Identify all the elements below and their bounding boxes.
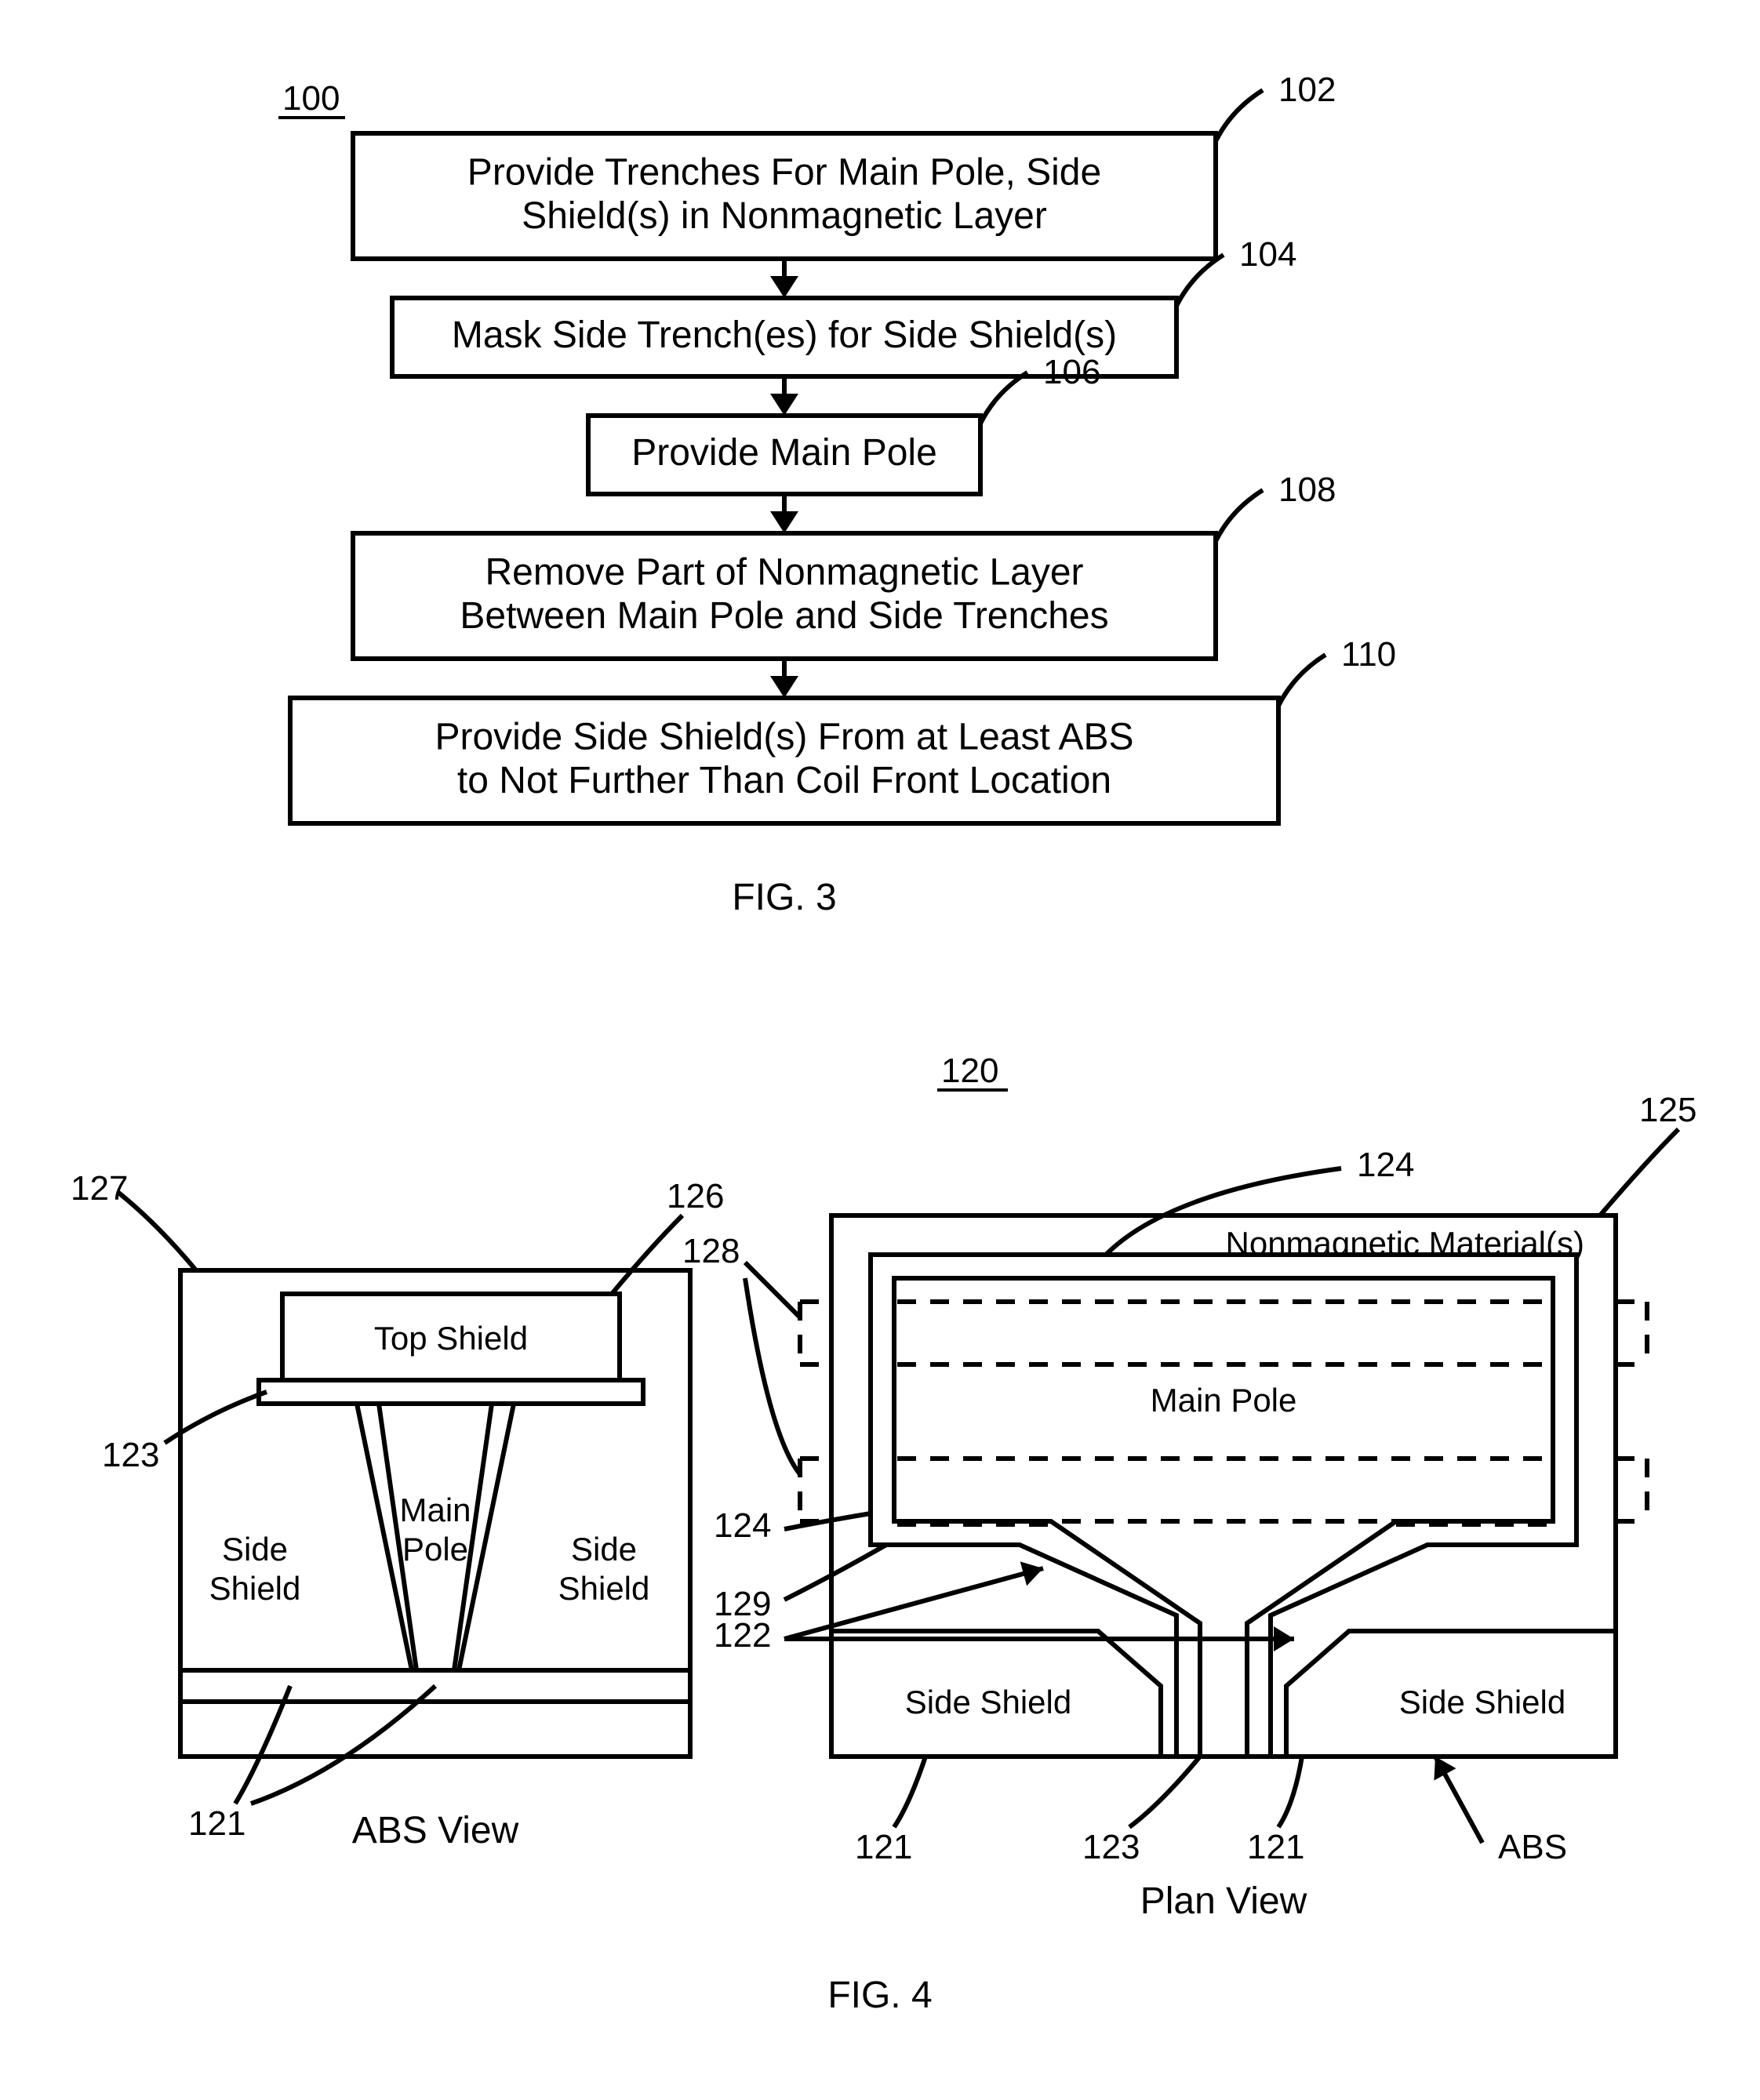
ref-121-plan-r: 121 bbox=[1247, 1828, 1304, 1866]
fig3-caption: FIG. 3 bbox=[732, 877, 836, 918]
leader-121-plan-r bbox=[1278, 1757, 1302, 1827]
planview-ss-right-label: Side Shield bbox=[1399, 1684, 1565, 1720]
step-text-104-0: Mask Side Trench(es) for Side Shield(s) bbox=[452, 314, 1117, 356]
step-text-108-0: Remove Part of Nonmagnetic Layer bbox=[485, 552, 1083, 594]
absview-gap-bar bbox=[259, 1380, 643, 1404]
planview-ss-left-label: Side Shield bbox=[905, 1684, 1071, 1720]
leader-106 bbox=[980, 372, 1027, 423]
ref-125: 125 bbox=[1639, 1091, 1696, 1129]
ref-124-left: 124 bbox=[714, 1506, 771, 1545]
ref-128: 128 bbox=[682, 1232, 740, 1270]
leader-125 bbox=[1600, 1129, 1678, 1215]
step-text-110-1: to Not Further Than Coil Front Location bbox=[457, 760, 1111, 801]
arrow-head-3 bbox=[770, 511, 798, 533]
step-text-102-1: Shield(s) in Nonmagnetic Layer bbox=[522, 195, 1047, 237]
step-text-102-0: Provide Trenches For Main Pole, Side bbox=[467, 152, 1101, 194]
leader-102 bbox=[1216, 90, 1263, 141]
ref-102: 102 bbox=[1278, 71, 1336, 109]
absview-top-shield-label: Top Shield bbox=[374, 1320, 528, 1357]
absview-ss-left-l2: Shield bbox=[209, 1570, 301, 1607]
absview-ss-right-l2: Shield bbox=[558, 1570, 650, 1607]
leader-121-plan-l bbox=[894, 1757, 925, 1827]
arrow-head-1 bbox=[770, 276, 798, 298]
abs-arrow-label: ABS bbox=[1498, 1828, 1567, 1866]
leader-108 bbox=[1216, 490, 1263, 541]
ref-127: 127 bbox=[71, 1169, 128, 1208]
absview-ss-right-l1: Side bbox=[571, 1531, 637, 1568]
ref-104: 104 bbox=[1239, 235, 1296, 274]
fig3-ref-100: 100 bbox=[282, 79, 340, 118]
absview-title: ABS View bbox=[352, 1810, 519, 1851]
absview-ss-left-l1: Side bbox=[222, 1531, 288, 1568]
ref-106: 106 bbox=[1043, 353, 1100, 391]
arrow-head-4 bbox=[770, 676, 798, 698]
ref-123-plan: 123 bbox=[1082, 1828, 1140, 1866]
ref-123-abs: 123 bbox=[102, 1436, 159, 1474]
step-text-110-0: Provide Side Shield(s) From at Least ABS bbox=[435, 717, 1133, 758]
arrow-head-2 bbox=[770, 394, 798, 416]
planview-title: Plan View bbox=[1140, 1880, 1307, 1922]
leader-123-plan bbox=[1129, 1757, 1200, 1827]
absview-mainpole-l2: Pole bbox=[402, 1531, 468, 1568]
ref-122: 122 bbox=[714, 1616, 771, 1655]
ref-110: 110 bbox=[1341, 635, 1396, 674]
step-text-106-0: Provide Main Pole bbox=[631, 432, 937, 474]
leader-127 bbox=[118, 1192, 196, 1270]
fig4-ref-120: 120 bbox=[941, 1052, 998, 1090]
ref-124-top: 124 bbox=[1357, 1146, 1414, 1184]
leader-104 bbox=[1176, 255, 1224, 306]
step-text-108-1: Between Main Pole and Side Trenches bbox=[460, 595, 1108, 637]
ref-121-plan-l: 121 bbox=[855, 1828, 912, 1866]
leader-110 bbox=[1278, 655, 1325, 706]
absview-mainpole-l1: Main bbox=[399, 1491, 471, 1528]
planview-mainpole-label: Main Pole bbox=[1151, 1382, 1297, 1419]
leader-128a bbox=[745, 1263, 800, 1317]
fig4-caption: FIG. 4 bbox=[827, 1975, 932, 2016]
ref-126: 126 bbox=[667, 1177, 724, 1215]
ref-108: 108 bbox=[1278, 471, 1336, 509]
ref-121-abs: 121 bbox=[188, 1804, 245, 1843]
